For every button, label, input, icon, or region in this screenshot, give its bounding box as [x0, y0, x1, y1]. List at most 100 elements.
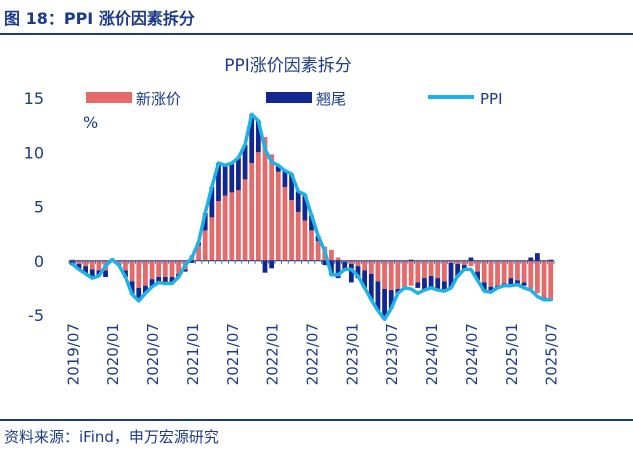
bar-carryover: [222, 165, 228, 196]
bar-carryover: [262, 260, 268, 273]
bar-carryover: [322, 260, 328, 266]
x-tick-label: 2019/07: [64, 323, 82, 385]
bar-carryover: [515, 280, 520, 285]
x-tick-label: 2022/01: [264, 323, 282, 385]
bar-new-price: [395, 260, 401, 289]
bar-carryover: [229, 163, 235, 193]
legend-swatch-new-price: [86, 92, 132, 103]
bar-carryover: [375, 281, 381, 311]
bar-carryover: [129, 281, 135, 295]
ppi-line-group: [70, 112, 553, 322]
y-tick-label: 0: [34, 252, 44, 271]
bar-carryover: [156, 277, 162, 283]
bar-carryover: [422, 278, 427, 291]
bar-new-price: [275, 171, 281, 261]
bar-carryover: [169, 277, 175, 284]
legend-label-new-price: 新涨价: [136, 90, 181, 108]
bar-carryover: [149, 279, 155, 287]
bar-new-price: [236, 190, 241, 261]
y-axis: 15 10 5 0 -5%: [24, 89, 99, 325]
bar-new-price: [335, 257, 341, 261]
bar-carryover: [282, 170, 288, 187]
bar-new-price: [481, 260, 487, 283]
bar-new-price: [435, 260, 441, 279]
bar-carryover: [255, 120, 261, 153]
bar-carryover: [548, 259, 554, 261]
ppi-line: [70, 112, 553, 322]
bar-carryover: [103, 270, 108, 278]
x-tick-label: 2023/01: [343, 323, 361, 385]
bar-new-price: [475, 260, 480, 272]
bar-carryover: [83, 266, 88, 274]
bar-carryover: [236, 157, 241, 191]
bar-carryover: [428, 275, 434, 288]
bar-carryover: [468, 257, 474, 261]
bar-new-price: [289, 199, 294, 261]
bars-group: [68, 114, 555, 320]
bar-new-price: [528, 260, 534, 289]
bar-new-price: [488, 260, 494, 287]
bar-new-price: [548, 260, 554, 301]
bar-new-price: [495, 260, 500, 286]
bar-carryover: [89, 269, 95, 279]
bar-new-price: [408, 260, 414, 286]
bar-new-price: [508, 260, 514, 279]
bar-new-price: [501, 260, 507, 284]
bar-new-price: [515, 260, 520, 281]
bar-new-price: [428, 260, 434, 276]
bar-new-price: [129, 260, 135, 282]
bar-new-price: [83, 260, 88, 267]
bar-carryover: [488, 286, 494, 293]
bar-carryover: [508, 278, 514, 286]
x-tick-label: 2021/01: [184, 323, 202, 385]
bar-new-price: [169, 260, 175, 278]
bar-new-price: [309, 230, 314, 261]
bar-carryover: [162, 277, 168, 284]
bar-new-price: [96, 260, 102, 271]
bar-new-price: [422, 260, 427, 279]
bar-new-price: [116, 260, 122, 264]
bar-carryover: [348, 264, 354, 283]
bar-new-price: [69, 259, 75, 261]
bar-new-price: [209, 217, 215, 261]
x-tick-label: 2022/07: [304, 323, 322, 385]
bar-new-price: [362, 260, 368, 271]
bar-new-price: [521, 260, 527, 283]
bar-new-price: [216, 201, 221, 261]
bar-new-price: [229, 192, 235, 261]
bar-carryover: [329, 260, 334, 275]
bar-carryover: [76, 264, 82, 270]
bar-new-price: [375, 260, 381, 282]
bar-carryover: [249, 114, 255, 164]
bar-carryover: [143, 285, 148, 294]
bar-carryover: [309, 215, 314, 231]
y-tick-label: 5: [34, 198, 44, 217]
x-tick-label: 2021/07: [224, 323, 242, 385]
bar-new-price: [255, 152, 261, 261]
legend-label-ppi: PPI: [480, 90, 503, 108]
bar-new-price: [455, 260, 461, 264]
bar-new-price: [176, 260, 182, 274]
bar-carryover: [535, 253, 540, 261]
bar-carryover: [302, 194, 308, 221]
bar-carryover: [475, 271, 480, 281]
bar-new-price: [348, 260, 354, 264]
x-axis: 2019/07 2020/01 2020/07 2021/01 2021/07 2022/…: [64, 323, 560, 385]
bar-new-price: [249, 163, 255, 261]
bar-new-price: [388, 260, 394, 291]
x-tick-label: 2020/01: [104, 323, 122, 385]
bar-carryover: [408, 259, 414, 261]
bar-new-price: [382, 260, 387, 289]
bar-carryover: [461, 265, 467, 270]
bar-new-price: [156, 260, 162, 278]
bar-carryover: [441, 281, 447, 292]
bar-carryover: [382, 288, 387, 320]
bar-new-price: [262, 137, 268, 261]
source-note: 资料来源：iFind，申万宏源研究: [4, 428, 219, 446]
bar-new-price: [329, 249, 334, 261]
bar-carryover: [242, 144, 248, 180]
bar-carryover: [189, 260, 195, 263]
bar-carryover: [528, 257, 534, 261]
bar-new-price: [302, 220, 308, 261]
bar-new-price: [461, 260, 467, 266]
